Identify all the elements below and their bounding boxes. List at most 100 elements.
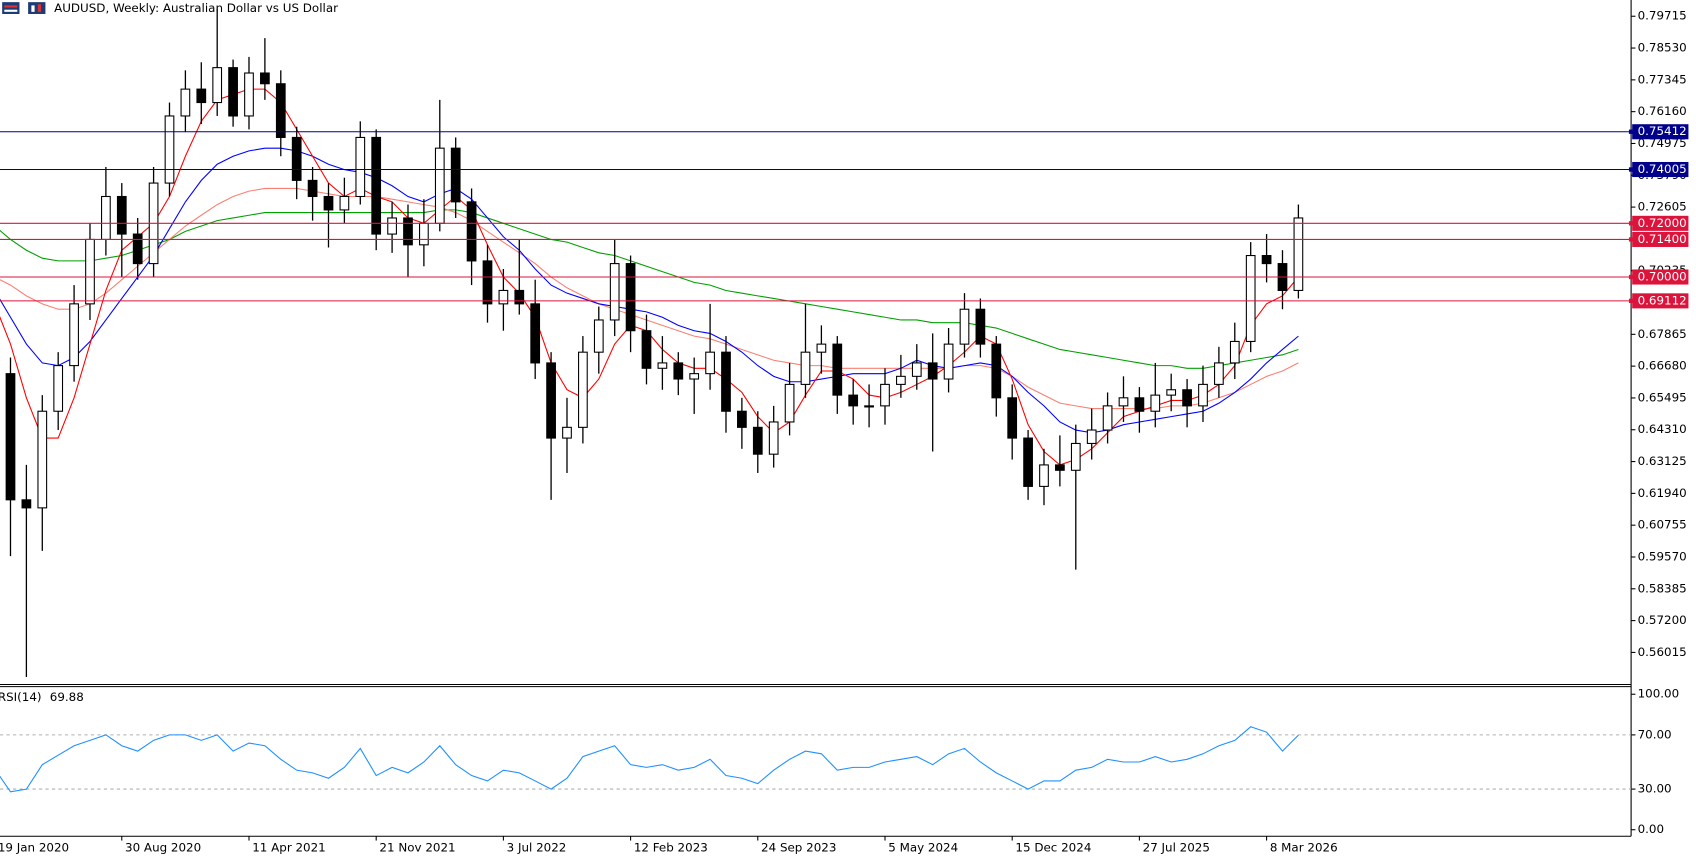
x-tick-label: 21 Nov 2021 <box>379 841 455 855</box>
candle-body <box>1293 217 1304 291</box>
candle-body <box>371 136 382 235</box>
candle-body <box>546 362 556 439</box>
y-tick-label: 0.64310 <box>1638 422 1687 436</box>
candle-body <box>53 365 64 412</box>
candle-body <box>562 426 572 439</box>
level-marker <box>1628 274 1634 280</box>
x-tick-label: 30 Aug 2020 <box>125 841 201 855</box>
candle-body <box>768 421 779 455</box>
candle-body <box>1166 389 1177 396</box>
candle-body <box>864 405 874 408</box>
candle-body <box>387 217 397 235</box>
candle-body <box>244 72 254 117</box>
candle-body <box>752 426 763 455</box>
x-tick-label: 3 Jul 2022 <box>507 841 567 855</box>
candle-body <box>514 289 525 305</box>
level-label-box <box>1632 124 1689 140</box>
level-label: 0.72000 <box>1638 216 1687 230</box>
y-tick-label: 0.66680 <box>1638 359 1687 373</box>
candle-body <box>832 343 843 396</box>
candle-body <box>1134 397 1145 412</box>
level-marker <box>1628 129 1634 134</box>
candle-body <box>800 351 811 385</box>
level-label: 0.74005 <box>1638 162 1687 176</box>
candle-body <box>498 289 509 305</box>
level-marker <box>1628 298 1634 304</box>
candle-body <box>1198 383 1208 407</box>
candle-body <box>212 67 223 104</box>
candle-body <box>1023 437 1033 487</box>
y-tick-label: 0.60755 <box>1638 518 1687 532</box>
y-tick-label: 0.63125 <box>1638 454 1687 468</box>
candle-body <box>705 351 715 375</box>
chart-title: AUDUSD, Weekly: Australian Dollar vs US … <box>54 1 338 15</box>
y-tick-label: 0.57200 <box>1638 613 1687 627</box>
rsi-caption: RSI(14) 69.88 <box>0 690 84 704</box>
candle-body <box>323 195 334 211</box>
y-tick-label: 0.78530 <box>1638 41 1687 55</box>
candle-body <box>1007 397 1018 439</box>
candle-body <box>975 308 986 345</box>
y-tick-label: 30.00 <box>1638 782 1672 796</box>
rsi-title: RSI(14) <box>0 690 42 704</box>
candle-body <box>101 195 111 240</box>
candle-body <box>593 319 604 353</box>
candle-body <box>450 147 461 203</box>
level-marker <box>1628 221 1634 226</box>
y-tick-label: 0.58385 <box>1638 581 1687 595</box>
candle-body <box>164 115 175 184</box>
rsi-value: 69.88 <box>50 690 84 704</box>
x-tick-label: 27 Jul 2025 <box>1143 841 1210 855</box>
y-tick-label: 0.76160 <box>1638 104 1687 118</box>
y-tick-label: 0.61940 <box>1638 486 1687 500</box>
y-tick-label: 0.79715 <box>1638 9 1687 23</box>
candle-body <box>1229 340 1240 364</box>
candle-body <box>737 410 747 428</box>
candle-body <box>1182 389 1192 407</box>
candle-body <box>482 260 493 305</box>
candle-body <box>5 373 16 501</box>
x-tick-label: 5 May 2024 <box>888 841 958 855</box>
level-marker <box>1628 237 1634 242</box>
candle-body <box>180 88 191 117</box>
candle-body <box>85 238 95 305</box>
candle-body <box>1055 464 1065 471</box>
candle-body <box>275 83 286 138</box>
candle-body <box>1261 255 1272 265</box>
y-tick-label: 0.59570 <box>1638 550 1687 564</box>
candle-body <box>609 263 620 321</box>
x-tick-label: 12 Feb 2023 <box>634 841 708 855</box>
candle-body <box>1086 429 1097 444</box>
candle-body <box>880 383 890 407</box>
candle-body <box>911 362 922 377</box>
level-label-box <box>1632 269 1689 285</box>
candle-body <box>896 375 906 385</box>
candle-body <box>132 233 143 265</box>
candle-body <box>291 136 302 181</box>
candle-body <box>578 351 588 428</box>
level-label-box <box>1632 293 1689 309</box>
candle-body <box>1039 464 1049 487</box>
price-pane: 0.797150.785300.773450.761600.749750.737… <box>0 8 1689 855</box>
candle-body <box>1245 255 1256 342</box>
y-tick-label: 0.65495 <box>1638 390 1687 404</box>
candle-body <box>37 410 48 509</box>
rsi-pane: 100.00 70.00 30.00 0.00 <box>0 687 1679 836</box>
moving-average-line <box>0 209 1299 369</box>
x-tick-label: 19 Jan 2020 <box>0 841 69 855</box>
candle-body <box>1214 362 1224 385</box>
level-label: 0.69112 <box>1638 293 1687 307</box>
candle-body <box>784 383 795 423</box>
y-tick-label: 0.00 <box>1638 822 1664 836</box>
candle-body <box>641 330 652 369</box>
candle-body <box>196 88 207 104</box>
candle-body <box>689 373 700 380</box>
candle-body <box>959 308 970 345</box>
candle-body <box>21 499 32 509</box>
candle-body <box>943 343 954 380</box>
level-marker <box>1628 167 1634 172</box>
y-tick-label: 0.67865 <box>1638 327 1687 341</box>
candle-body <box>1102 405 1113 431</box>
